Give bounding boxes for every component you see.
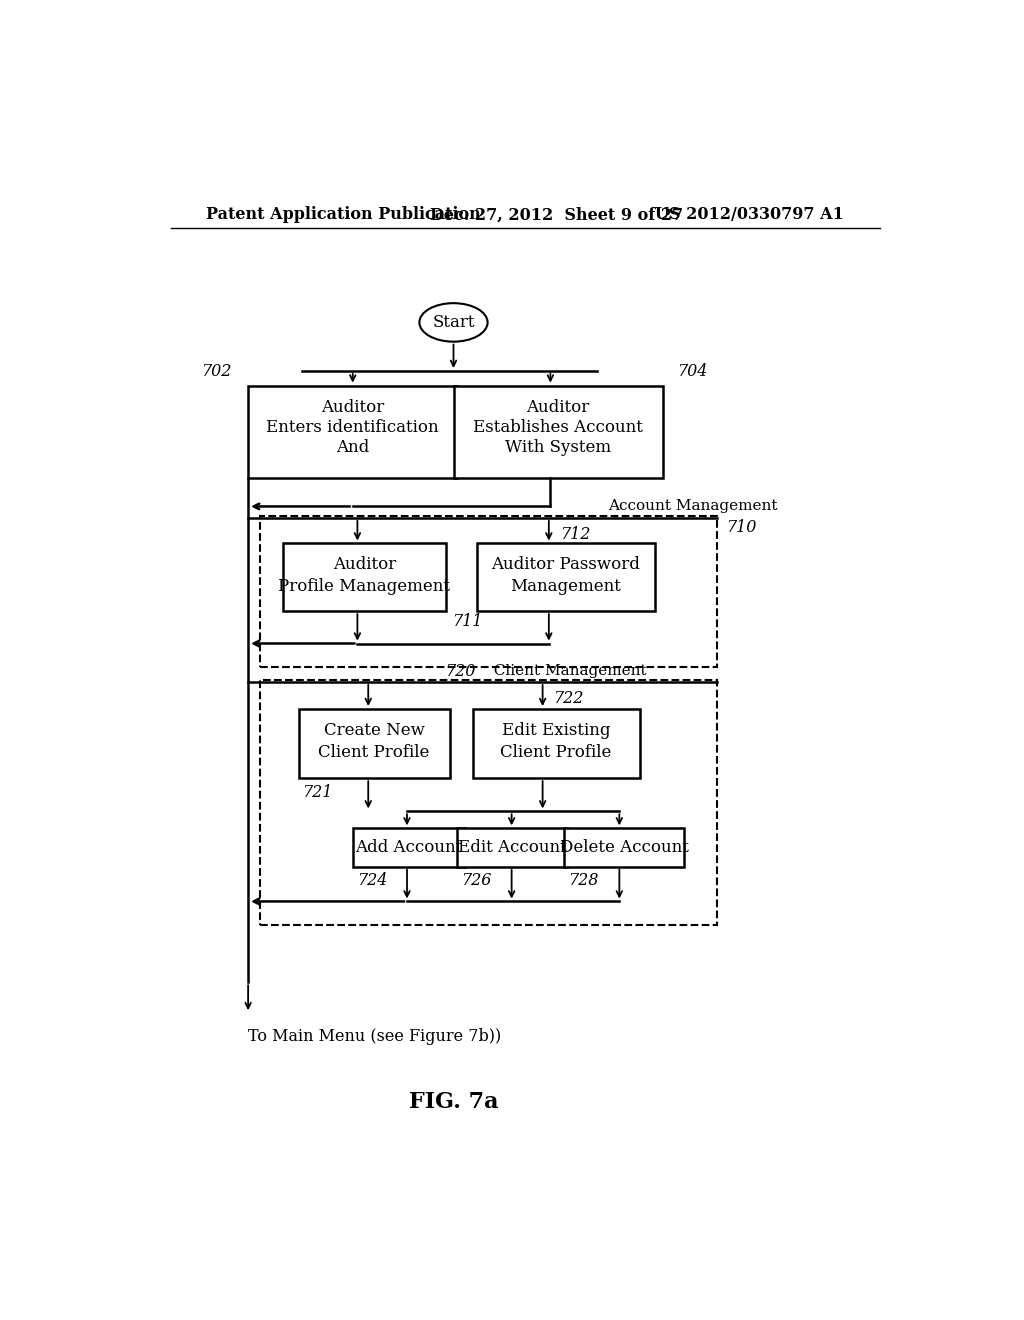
FancyBboxPatch shape (477, 544, 655, 611)
Text: 702: 702 (201, 363, 231, 380)
Text: Add Account: Add Account (355, 840, 463, 857)
Text: Auditor Password: Auditor Password (492, 557, 640, 573)
Text: 710: 710 (726, 519, 757, 536)
Text: FIG. 7a: FIG. 7a (409, 1090, 499, 1113)
FancyBboxPatch shape (458, 829, 567, 867)
Text: Auditor: Auditor (526, 399, 590, 416)
Text: Delete Account: Delete Account (560, 840, 689, 857)
Text: Create New: Create New (324, 722, 425, 739)
Text: Client Management: Client Management (484, 664, 647, 678)
FancyBboxPatch shape (248, 385, 458, 478)
Text: 720: 720 (444, 663, 475, 680)
FancyBboxPatch shape (260, 516, 717, 667)
Text: 728: 728 (568, 873, 599, 890)
Text: Edit Account: Edit Account (458, 840, 566, 857)
Text: 726: 726 (461, 873, 492, 890)
Text: 711: 711 (452, 614, 482, 631)
FancyBboxPatch shape (473, 709, 640, 779)
Text: Edit Existing: Edit Existing (502, 722, 610, 739)
Text: To Main Menu (see Figure 7b)): To Main Menu (see Figure 7b)) (248, 1028, 502, 1044)
Text: And: And (336, 438, 370, 455)
Text: 724: 724 (356, 873, 387, 890)
Text: 704: 704 (677, 363, 708, 380)
Text: 721: 721 (302, 784, 333, 801)
FancyBboxPatch shape (352, 829, 465, 867)
FancyBboxPatch shape (564, 829, 684, 867)
Text: Client Profile: Client Profile (501, 743, 612, 760)
FancyBboxPatch shape (454, 385, 663, 478)
Text: Account Management: Account Management (608, 499, 778, 513)
Ellipse shape (420, 304, 487, 342)
Text: Auditor: Auditor (333, 557, 396, 573)
FancyBboxPatch shape (299, 709, 450, 779)
Text: Enters identification: Enters identification (266, 418, 439, 436)
Text: US 2012/0330797 A1: US 2012/0330797 A1 (655, 206, 844, 223)
Text: Client Profile: Client Profile (318, 743, 430, 760)
Text: Management: Management (510, 578, 622, 595)
Text: With System: With System (505, 438, 611, 455)
Text: 722: 722 (554, 690, 584, 708)
Text: Profile Management: Profile Management (279, 578, 451, 595)
Text: Establishes Account: Establishes Account (473, 418, 643, 436)
FancyBboxPatch shape (260, 681, 717, 925)
Text: Dec. 27, 2012  Sheet 9 of 27: Dec. 27, 2012 Sheet 9 of 27 (430, 206, 683, 223)
Text: Patent Application Publication: Patent Application Publication (206, 206, 480, 223)
FancyBboxPatch shape (283, 544, 445, 611)
Text: Start: Start (432, 314, 475, 331)
Text: Auditor: Auditor (322, 399, 384, 416)
Text: 712: 712 (560, 527, 590, 544)
